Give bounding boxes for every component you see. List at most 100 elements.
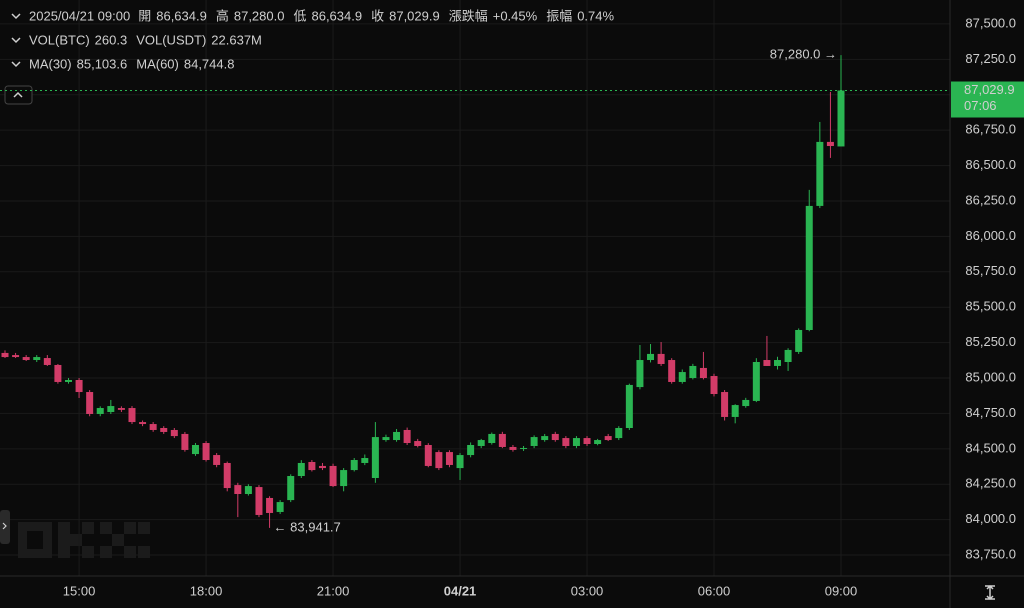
legend-value: 87,280.0 xyxy=(234,8,285,23)
y-tick-label: 85,000.0 xyxy=(965,369,1016,384)
candle-body xyxy=(467,444,475,456)
legend-label: 漲跌幅 xyxy=(449,8,488,23)
candle-body xyxy=(223,462,231,489)
candle-body xyxy=(244,486,252,494)
candle-body xyxy=(43,358,51,365)
candle-body xyxy=(488,433,496,444)
countdown: 07:06 xyxy=(964,98,997,113)
scale-button[interactable] xyxy=(985,584,995,601)
y-tick-label: 83,750.0 xyxy=(965,546,1016,561)
last-price-label: 87,029.9 xyxy=(964,82,1015,97)
x-tick-label: 18:00 xyxy=(190,583,223,598)
candle-body xyxy=(784,349,792,363)
candle-body xyxy=(1,352,9,358)
candle-body xyxy=(445,452,453,465)
candle-body xyxy=(64,379,72,382)
legend-label: MA(30) xyxy=(29,56,72,71)
candle-body xyxy=(456,455,464,469)
y-tick-label: 85,500.0 xyxy=(965,299,1016,314)
candle-body xyxy=(191,444,199,455)
candle-body xyxy=(562,438,570,446)
candle-body xyxy=(678,372,686,382)
candle-body xyxy=(826,141,834,147)
legend-label: VOL(BTC) xyxy=(29,32,90,47)
candle-body xyxy=(54,364,62,382)
y-tick-label: 85,750.0 xyxy=(965,263,1016,278)
candle-body xyxy=(308,461,316,471)
y-tick-label: 87,250.0 xyxy=(965,51,1016,66)
legend-value: 0.74% xyxy=(577,8,614,23)
candle-body xyxy=(107,406,115,412)
candle-body xyxy=(329,465,337,487)
x-tick-label: 21:00 xyxy=(317,583,350,598)
candle-body xyxy=(604,436,612,441)
candle-body xyxy=(636,360,644,388)
x-tick-label: 06:00 xyxy=(698,583,731,598)
candle-body xyxy=(371,437,379,478)
candle-body xyxy=(837,90,845,147)
collapse-button[interactable] xyxy=(4,85,33,105)
candle-body xyxy=(615,427,623,439)
candle-body xyxy=(530,437,538,446)
candle-body xyxy=(12,355,20,358)
x-tick-label: 09:00 xyxy=(825,583,858,598)
legend-value: 84,744.8 xyxy=(184,56,235,71)
candle-body xyxy=(287,476,295,501)
y-tick-label: 86,750.0 xyxy=(965,122,1016,137)
toggle-icon[interactable] xyxy=(11,61,21,68)
candle-body xyxy=(795,329,803,352)
candle-body xyxy=(816,141,824,206)
candle-body xyxy=(297,462,305,477)
candle-body xyxy=(721,392,729,417)
candle-body xyxy=(149,424,157,430)
candle-body xyxy=(551,433,559,441)
candle-body xyxy=(276,502,284,512)
candle-body xyxy=(255,487,263,515)
legend: 2025/04/21 09:00 開 86,634.9 高 87,280.0 低 86,63… xyxy=(29,8,615,71)
candle-body xyxy=(625,384,633,428)
candles xyxy=(1,55,845,528)
candle-body xyxy=(435,452,443,469)
candle-body xyxy=(139,422,147,425)
candle-body xyxy=(350,460,358,471)
legend-time: 2025/04/21 09:00 xyxy=(29,8,130,23)
legend-value: 86,634.9 xyxy=(156,8,207,23)
high-annotation: 87,280.0 → xyxy=(770,47,837,62)
candle-body xyxy=(668,360,676,382)
legend-label: 低 xyxy=(293,8,306,23)
candle-body xyxy=(752,362,760,401)
toggle-icon[interactable] xyxy=(11,37,21,44)
y-tick-label: 86,250.0 xyxy=(965,192,1016,207)
y-tick-label: 86,500.0 xyxy=(965,157,1016,172)
legend-label: 收 xyxy=(371,8,384,23)
candle-body xyxy=(763,360,771,366)
y-tick-label: 87,500.0 xyxy=(965,15,1016,30)
candle-body xyxy=(266,497,274,513)
candle-body xyxy=(774,360,782,366)
legend-value: 22.637M xyxy=(211,32,262,47)
candle-body xyxy=(509,446,517,450)
candle-body xyxy=(498,433,506,447)
candle-body xyxy=(382,437,390,441)
legend-label: 振幅 xyxy=(546,8,572,23)
candle-body xyxy=(689,365,697,379)
candle-body xyxy=(340,470,348,487)
candle-body xyxy=(234,485,242,494)
candle-body xyxy=(541,436,549,441)
y-tick-label: 84,250.0 xyxy=(965,476,1016,491)
candle-body xyxy=(403,429,411,444)
toggle-icon[interactable] xyxy=(11,13,21,20)
legend-value: 87,029.9 xyxy=(389,8,440,23)
y-tick-label: 86,000.0 xyxy=(965,228,1016,243)
legend-label: 高 xyxy=(216,8,229,23)
candle-body xyxy=(22,357,30,361)
side-button[interactable] xyxy=(0,510,10,544)
candle-body xyxy=(318,465,326,469)
legend-toggles[interactable] xyxy=(11,13,21,68)
x-tick-label: 15:00 xyxy=(63,583,96,598)
legend-value: +0.45% xyxy=(493,8,538,23)
candle-body xyxy=(520,447,528,449)
x-tick-label: 03:00 xyxy=(571,583,604,598)
